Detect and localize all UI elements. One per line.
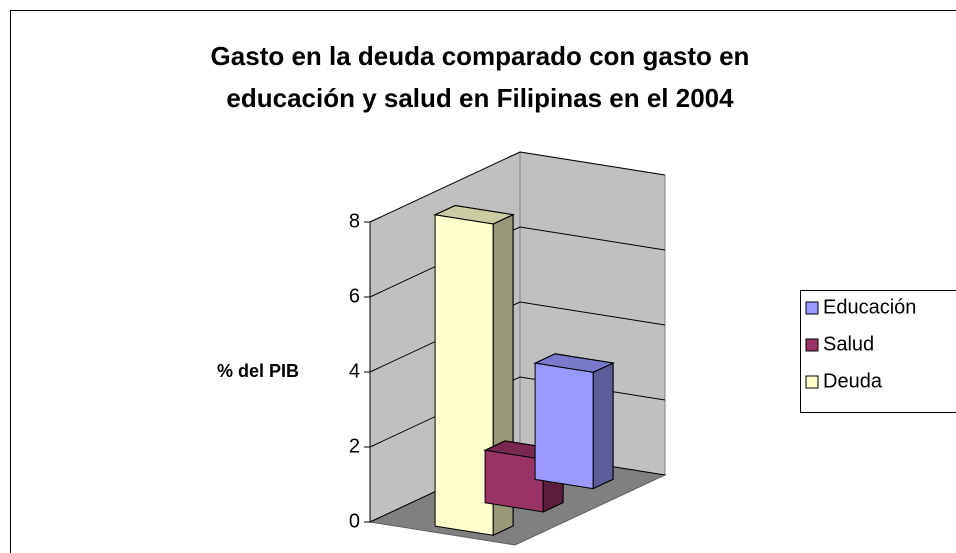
legend-label: Salud xyxy=(823,333,874,355)
y-tick-label: 2 xyxy=(349,435,360,457)
chart-title: educación y salud en Filipinas en el 200… xyxy=(226,83,734,113)
legend-swatch xyxy=(805,375,819,389)
y-tick-label: 6 xyxy=(349,285,360,307)
bar-side-shade xyxy=(592,362,614,490)
grid-line xyxy=(369,376,666,448)
legend-swatch xyxy=(805,338,819,352)
bar xyxy=(533,353,615,490)
y-tick-label: 8 xyxy=(349,210,360,232)
y-axis-label: % del PIB xyxy=(217,361,299,381)
legend-box xyxy=(800,290,956,413)
grid-line xyxy=(369,226,666,298)
y-tick-label: 4 xyxy=(349,360,360,382)
grid-line xyxy=(369,301,666,373)
legend-label: Deuda xyxy=(823,370,883,392)
chart-title: Gasto en la deuda comparado con gasto en xyxy=(211,41,750,71)
legend-swatch xyxy=(805,301,819,315)
grid-line xyxy=(369,151,666,223)
bar-front xyxy=(534,362,594,490)
bar-front xyxy=(484,449,544,513)
bar-front xyxy=(434,214,494,536)
y-tick-label: 0 xyxy=(349,510,360,532)
legend-label: Educación xyxy=(823,296,916,318)
